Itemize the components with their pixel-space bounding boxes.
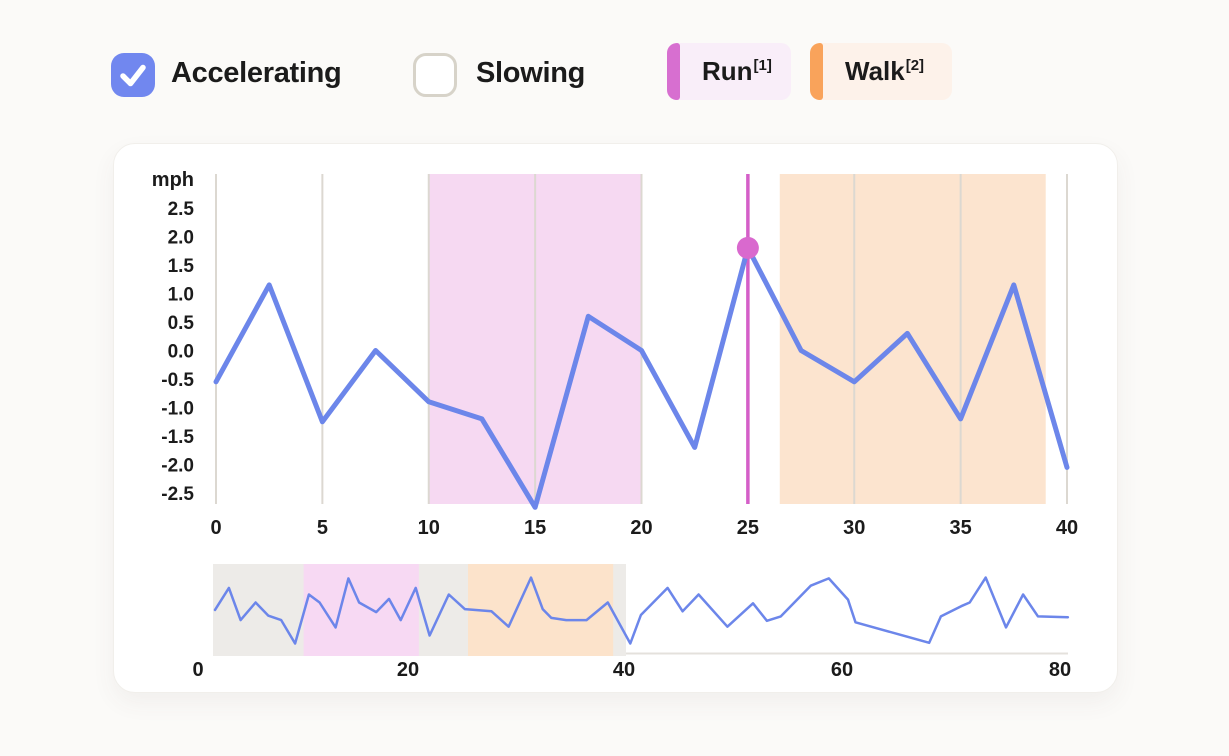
x-tick-label: 5: [317, 517, 328, 539]
brush-region-walk: [467, 564, 614, 656]
accelerating-label: Accelerating: [171, 57, 342, 89]
check-icon: [120, 64, 146, 87]
y-tick-label: -1.5: [161, 427, 194, 448]
accelerating-checkbox[interactable]: [111, 53, 155, 97]
x-tick-label: 40: [1056, 517, 1078, 539]
speed-charts-canvas: mph 2.5 2.0 1.5 1.0 0.5 0.0 -0.5 -1.0 -1.5 -2.0 -2.…: [152, 169, 1078, 681]
brush-tick-label: 80: [1049, 659, 1071, 681]
walk-superscript: [2]: [905, 57, 925, 74]
y-tick-label: -0.5: [161, 370, 194, 391]
brush-tick-label: 60: [831, 659, 853, 681]
x-tick-label: 35: [950, 517, 972, 539]
x-tick-label: 20: [630, 517, 652, 539]
y-tick-label: 1.0: [168, 285, 194, 306]
y-tick-label: -1.0: [161, 399, 194, 420]
y-tick-label: -2.0: [161, 456, 194, 477]
run-superscript: [1]: [753, 57, 772, 74]
x-tick-label: 30: [843, 517, 865, 539]
x-tick-label: 10: [418, 517, 440, 539]
x-tick-label: 25: [737, 517, 759, 539]
run-color-bar-icon: [667, 43, 680, 100]
walk-color-bar-icon: [810, 43, 823, 100]
y-tick-label: 0.5: [168, 313, 195, 334]
y-tick-label: 0.0: [168, 342, 194, 363]
chart-card: mph 2.5 2.0 1.5 1.0 0.5 0.0 -0.5 -1.0 -1.5 -2.0 -2.…: [113, 143, 1118, 693]
walk-legend-text: Walk[2]: [845, 56, 925, 86]
legend-chip-run[interactable]: Run[1]: [667, 43, 791, 100]
selected-point-marker[interactable]: [736, 236, 759, 259]
brush-line: [213, 576, 1070, 645]
x-tick-label: 0: [210, 517, 221, 539]
y-tick-label: 1.5: [168, 256, 195, 277]
brush-tick-label: 20: [397, 659, 419, 681]
brush-tick-label: 40: [613, 659, 635, 681]
y-axis-unit-label: mph: [152, 169, 194, 191]
y-tick-label: -2.5: [161, 484, 194, 505]
brush-tick-label: 0: [192, 659, 203, 681]
speed-line: [213, 245, 1070, 510]
x-tick-label: 15: [524, 517, 546, 539]
brush-region-run: [303, 564, 419, 656]
slowing-checkbox[interactable]: [413, 53, 457, 97]
legend-chip-walk[interactable]: Walk[2]: [810, 43, 952, 100]
y-tick-label: 2.0: [168, 228, 194, 249]
run-legend-text: Run[1]: [702, 56, 772, 86]
slowing-label: Slowing: [476, 57, 586, 89]
y-tick-label: 2.5: [168, 199, 195, 220]
